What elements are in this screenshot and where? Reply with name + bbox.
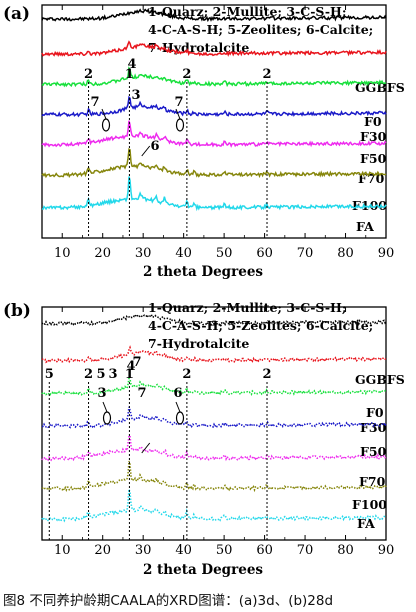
peak-annotation: 7 (137, 386, 146, 401)
peak-annotation: 3 (108, 367, 117, 382)
legend-line: 1-Quarz; 2-Mullite; 3-C-S-H; (148, 300, 346, 315)
plot-frame (41, 306, 387, 541)
legend-line: 1-Quarz; 2-Mullite; 3-C-S-H; (148, 4, 346, 19)
x-tick-label: 60 (256, 246, 273, 261)
series-label: FA (356, 219, 374, 234)
series-line-f100 (41, 460, 387, 493)
peak-annotation: 3 (97, 386, 106, 401)
reference-label: 2 (84, 367, 93, 382)
panel-label: (a) (3, 4, 30, 24)
x-tick-label: 20 (94, 246, 111, 261)
peak-annotation: 6 (150, 139, 159, 154)
series-label: GGBFS (355, 372, 405, 387)
panel-b: (b) 1-Quarz; 2-Mullite; 3-C-S-H; 4-C-A-S-H… (3, 300, 405, 578)
x-tick-label: 80 (337, 246, 354, 261)
reference-label: 2 (182, 67, 191, 82)
series-label: F50 (360, 151, 387, 166)
series-line-f100 (41, 147, 387, 179)
figure-caption: 图8 不同养护龄期CAALA的XRD图谱：(a)3d、(b)28d (3, 593, 334, 609)
series-line-f30 (41, 66, 387, 88)
peak-annotation: 4 (127, 57, 136, 72)
hydrotalcite-marker (101, 118, 111, 132)
x-tick-label: 70 (297, 543, 314, 558)
annotation-leader (175, 401, 181, 413)
x-tick-label: 90 (378, 543, 395, 558)
series-label: F0 (366, 405, 384, 420)
x-tick-label: 50 (216, 543, 233, 558)
series-line-f50 (41, 95, 387, 118)
legend-line: 4-C-A-S-H; 5-Zeolites; 6-Calcite; (148, 22, 373, 37)
annotation-leader (175, 108, 181, 120)
legend-line: 7-Hydrotalcite (148, 40, 249, 55)
peak-annotation: 7 (90, 95, 99, 110)
series-label: FA (357, 516, 375, 531)
reference-label: 2 (262, 67, 271, 82)
hydrotalcite-marker (175, 411, 185, 425)
annotation-leader (141, 145, 151, 157)
series-line-ggbfs (41, 7, 387, 23)
series-label: F100 (352, 497, 387, 512)
x-tick-label: 10 (54, 246, 71, 261)
series-label: F30 (360, 129, 387, 144)
reference-label: 2 (182, 367, 191, 382)
series-label: F0 (364, 114, 382, 129)
panel-a: (a) 1-Quarz; 2-Mullite; 3-C-S-H; 4-C-A-S-H… (3, 4, 405, 280)
annotation-leader (101, 108, 107, 120)
x-axis-label: 2 theta Degrees (143, 562, 263, 578)
x-tick-label: 10 (54, 543, 71, 558)
peak-annotation: 7 (132, 355, 141, 370)
x-tick-label: 60 (256, 543, 273, 558)
hydrotalcite-marker (102, 411, 112, 425)
panel-label: (b) (3, 301, 31, 321)
peak-annotation: 7 (174, 95, 183, 110)
series-line-f70 (41, 120, 387, 148)
peak-annotation: 5 (96, 367, 105, 382)
series-line-f70 (41, 434, 387, 462)
series-label: F50 (360, 444, 387, 459)
series-line-f30 (41, 377, 387, 397)
x-tick-label: 40 (175, 543, 192, 558)
x-tick-label: 30 (135, 246, 152, 261)
x-tick-label: 40 (175, 246, 192, 261)
plot-frame (41, 4, 387, 239)
reference-label: 2 (84, 67, 93, 82)
series-line-f0 (41, 40, 387, 58)
reference-label: 5 (45, 367, 54, 382)
reference-label: 1 (125, 367, 134, 382)
hydrotalcite-marker (175, 118, 185, 132)
peak-annotation: 3 (131, 88, 140, 103)
series-line-fa (41, 176, 387, 212)
x-tick-label: 80 (337, 543, 354, 558)
x-tick-label: 70 (297, 246, 314, 261)
series-line-f0 (41, 345, 387, 364)
annotation-leader (102, 401, 108, 413)
x-tick-label: 90 (378, 246, 395, 261)
series-line-fa (41, 488, 387, 523)
x-tick-label: 50 (216, 246, 233, 261)
x-tick-label: 20 (94, 543, 111, 558)
series-label: F30 (360, 420, 387, 435)
series-line-f50 (41, 406, 387, 430)
x-tick-label: 30 (135, 543, 152, 558)
peak-annotation: 6 (173, 386, 182, 401)
series-label: F70 (359, 474, 386, 489)
legend-line: 4-C-A-S-H; 5-Zeolites; 6-Calcite; (148, 318, 373, 333)
legend-line: 7-Hydrotalcite (148, 336, 249, 351)
annotation-leader (141, 442, 151, 454)
reference-label: 2 (262, 367, 271, 382)
reference-label: 1 (125, 67, 134, 82)
series-line-ggbfs (41, 312, 387, 327)
x-axis-label: 2 theta Degrees (143, 264, 263, 280)
peak-annotation: 4 (126, 359, 135, 374)
